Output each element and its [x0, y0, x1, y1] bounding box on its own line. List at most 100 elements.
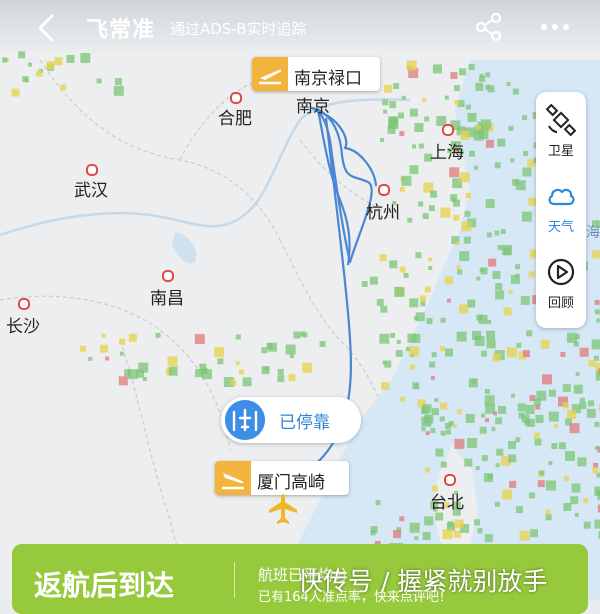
radar-cell [497, 139, 505, 147]
radar-cell [398, 113, 404, 119]
radar-cell [397, 340, 401, 344]
radar-cell [496, 463, 500, 467]
radar-cell [434, 398, 438, 402]
radar-cell [486, 199, 495, 208]
radar-cell [410, 109, 418, 117]
radar-cell [388, 116, 398, 126]
radar-cell [236, 335, 241, 340]
radar-cell [507, 347, 517, 357]
tool-weather[interactable]: 天气 [536, 174, 586, 244]
radar-cell [510, 158, 514, 162]
radar-cell [267, 343, 273, 349]
radar-cell [567, 410, 576, 419]
radar-cell [426, 431, 430, 435]
radar-cell [513, 89, 519, 95]
tool-satellite-label: 卫星 [536, 140, 586, 159]
radar-cell [530, 529, 538, 537]
radar-cell [522, 115, 527, 120]
radar-cell [485, 418, 489, 422]
radar-cell [457, 265, 461, 269]
radar-cell [495, 283, 502, 290]
radar-cell [156, 333, 161, 338]
radar-cell [515, 437, 520, 442]
radar-cell [67, 55, 75, 63]
destination-airport-card[interactable]: 厦门高崎 [215, 461, 349, 495]
satellite-icon [545, 104, 577, 136]
radar-cell [472, 331, 481, 340]
radar-cell [441, 318, 446, 323]
radar-cell [411, 334, 420, 343]
radar-cell [409, 346, 419, 356]
radar-cell [290, 354, 294, 358]
radar-cell [529, 272, 535, 278]
radar-cell [460, 172, 470, 182]
radar-cell [441, 431, 446, 436]
radar-cell [485, 389, 490, 394]
radar-cell [454, 531, 461, 538]
radar-cell [435, 449, 443, 457]
radar-cell [567, 333, 577, 343]
radar-cell [289, 374, 296, 381]
radar-cell [508, 454, 516, 462]
radar-cell [407, 218, 412, 223]
radar-cell [449, 421, 454, 426]
radar-cell [410, 365, 415, 370]
radar-cell [80, 346, 86, 352]
radar-cell [60, 85, 66, 91]
radar-cell [445, 276, 453, 284]
radar-cell [509, 290, 513, 294]
more-icon[interactable] [538, 14, 572, 40]
back-arrow-icon[interactable] [28, 8, 68, 48]
radar-cell [428, 258, 432, 262]
radar-cell [420, 296, 426, 302]
radar-cell [453, 215, 459, 221]
radar-cell [454, 100, 459, 105]
radar-cell [389, 101, 396, 108]
aircraft-icon[interactable] [265, 492, 301, 528]
weather-cloud-icon [545, 180, 577, 212]
radar-cell [504, 247, 508, 251]
share-icon[interactable] [472, 10, 506, 44]
radar-cell [469, 151, 475, 157]
tool-satellite[interactable]: 卫星 [536, 98, 586, 168]
radar-cell [498, 245, 503, 250]
radar-cell [535, 439, 542, 446]
tool-replay[interactable]: 回顾 [536, 250, 586, 320]
radar-cell [394, 287, 404, 297]
radar-cell [511, 394, 515, 398]
radar-cell [262, 366, 270, 374]
radar-cell [431, 376, 435, 380]
radar-cell [475, 83, 483, 91]
top-bar: 飞常准 通过ADS-B实时追踪 [0, 0, 600, 54]
radar-cell [420, 301, 425, 306]
radar-cell [423, 213, 429, 219]
radar-cell [466, 414, 475, 423]
destination-airport-name: 厦门高崎 [257, 468, 325, 493]
radar-cell [380, 254, 387, 261]
radar-cell [441, 462, 447, 468]
radar-cell [425, 468, 430, 473]
radar-cell [515, 274, 519, 278]
radar-cell [425, 286, 431, 292]
radar-cell [480, 427, 487, 434]
radar-cell [449, 167, 459, 177]
radar-cell [429, 362, 435, 368]
radar-cell [487, 232, 492, 237]
radar-cell [485, 534, 493, 542]
city-label-wuhan: 武汉 [74, 176, 108, 201]
radar-cell [548, 461, 552, 465]
radar-cell [404, 273, 409, 278]
radar-cell [459, 68, 466, 75]
tool-weather-label: 天气 [536, 216, 586, 235]
radar-cell [464, 459, 472, 467]
flight-status-badge[interactable]: 已停靠 [221, 397, 361, 443]
radar-cell [526, 330, 532, 336]
radar-cell [389, 260, 397, 268]
radar-cell [587, 409, 596, 418]
origin-airport-card[interactable]: 南京禄口 [252, 57, 380, 91]
radar-cell [390, 333, 395, 338]
radar-cell [478, 528, 483, 533]
radar-cell [504, 307, 512, 315]
city-label-shanghai: 上海 [430, 138, 464, 163]
radar-cell [479, 76, 485, 82]
